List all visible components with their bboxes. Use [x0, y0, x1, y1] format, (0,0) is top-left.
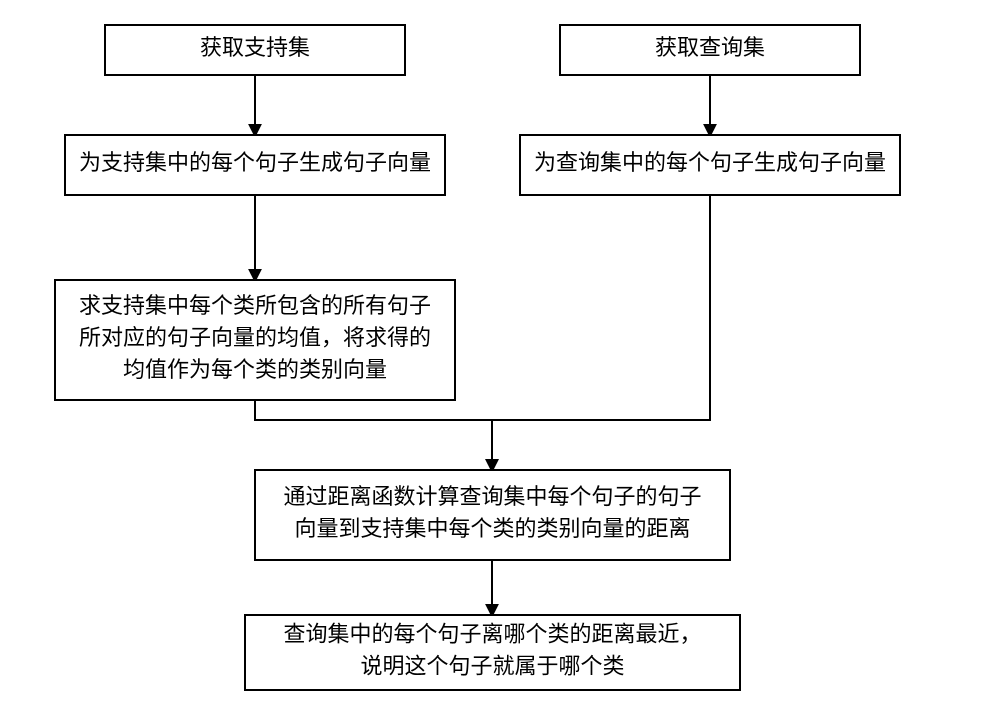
flow-node-b5: 求支持集中每个类所包含的所有句子所对应的句子向量的均值，将求得的均值作为每个类的… [55, 280, 455, 400]
flow-node-text: 为支持集中的每个句子生成句子向量 [79, 150, 431, 175]
flow-node-text: 获取支持集 [200, 35, 310, 60]
flow-node-text: 说明这个句子就属于哪个类 [360, 653, 624, 678]
flow-node-b7: 查询集中的每个句子离哪个类的距离最近， 说明这个句子就属于哪个类 [245, 615, 740, 690]
flow-node-text: 所对应的句子向量的均值，将求得的 [79, 325, 431, 350]
flow-node-text: 为查询集中的每个句子生成句子向量 [534, 150, 886, 175]
flow-node-b1: 获取支持集 [105, 25, 405, 75]
flow-edge [255, 400, 492, 470]
boxes-layer: 获取支持集 获取查询集为支持集中的每个句子生成句子向量 为查询集中的每个句子生成句子… [55, 25, 900, 690]
flow-node-text: 求支持集中每个类所包含的所有句子 [79, 293, 431, 318]
flow-node-text: 查询集中的每个句子离哪个类的距离最近， [283, 622, 701, 647]
flow-edge [492, 195, 710, 470]
flow-node-text: 均值作为每个类的类别向量 [123, 357, 387, 382]
flow-node-b4: 为查询集中的每个句子生成句子向量 [520, 135, 900, 195]
flowchart-diagram: 获取支持集 获取查询集为支持集中的每个句子生成句子向量 为查询集中的每个句子生成句子… [0, 0, 1000, 706]
flow-node-text: 通过距离函数计算查询集中每个句子的句子 [283, 484, 701, 509]
flow-node-b2: 获取查询集 [560, 25, 860, 75]
flow-node-text: 向量到支持集中每个类的类别向量的距离 [294, 516, 690, 541]
flow-node-b3: 为支持集中的每个句子生成句子向量 [65, 135, 445, 195]
flow-node-text: 获取查询集 [655, 35, 765, 60]
flow-node-b6: 通过距离函数计算查询集中每个句子的句子向量到支持集中每个类的类别向量的距离 [255, 470, 730, 560]
